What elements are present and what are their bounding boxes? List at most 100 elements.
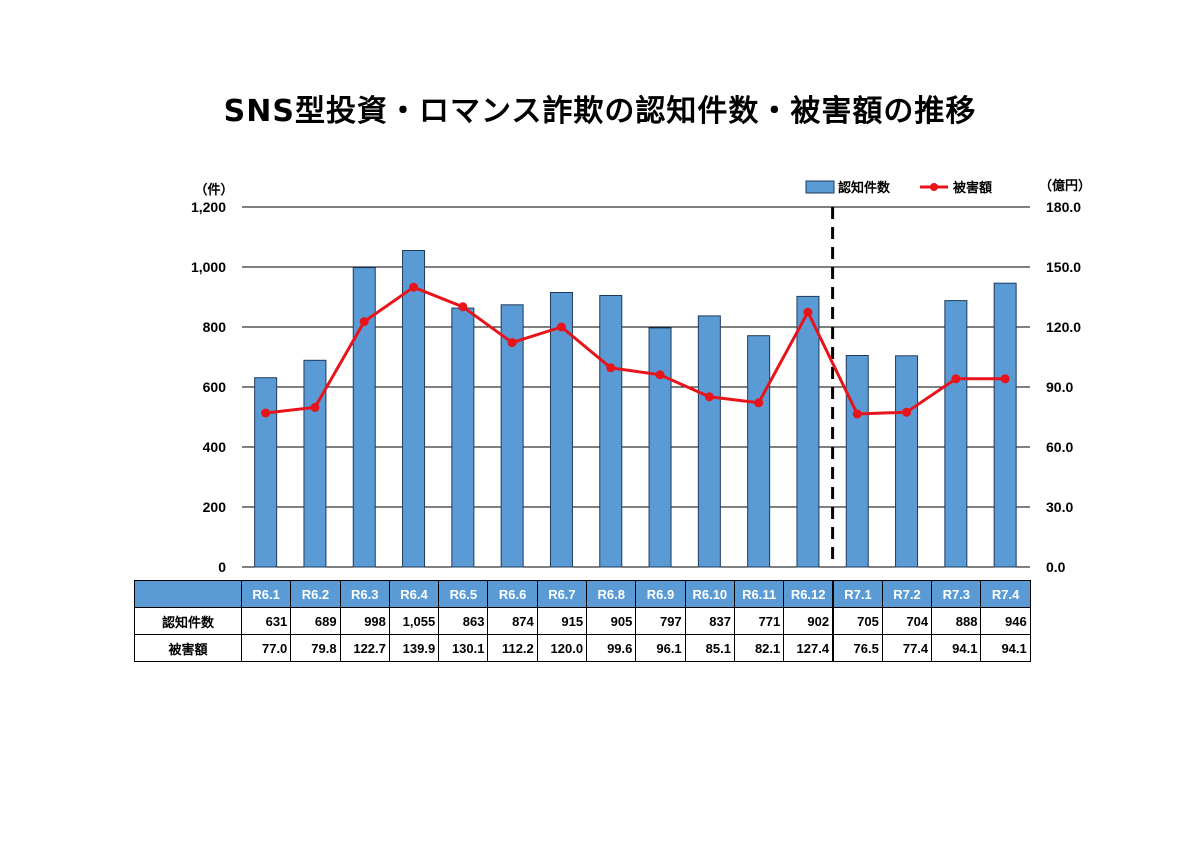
table-count-cell: 863 <box>438 607 489 635</box>
table-damage-cell: 82.1 <box>733 634 785 662</box>
damage-point <box>606 363 616 373</box>
table-row-damage: 被害額 77.0 79.8 122.7 139.9 130.1 112.2 120.0 99.… <box>134 634 1031 662</box>
damage-point <box>754 398 764 408</box>
damage-point <box>310 402 320 412</box>
table-month-cell: R6.11 <box>733 580 785 608</box>
table-month-cell: R6.9 <box>635 580 686 608</box>
table-damage-cell: 99.6 <box>586 634 637 662</box>
bar <box>697 315 721 568</box>
table-count-cell: 797 <box>635 607 686 635</box>
y-right-tick-label: 60.0 <box>1046 439 1073 455</box>
table-month-cell: R6.10 <box>684 580 735 608</box>
row-label-damage: 被害額 <box>134 634 242 662</box>
table-count-cell: 998 <box>339 607 390 635</box>
table-header-row: R6.1 R6.2 R6.3 R6.4 R6.5 R6.6 R6.7 R6.8 R6.9 R6.1… <box>134 580 1031 608</box>
bar <box>303 359 327 568</box>
damage-point <box>556 322 566 332</box>
table-count-cell: 771 <box>733 607 785 635</box>
damage-point <box>359 317 369 327</box>
bar <box>254 377 278 568</box>
damage-point <box>1000 374 1010 384</box>
table-month-cell: R6.7 <box>536 580 588 608</box>
legend-label-damage: 被害額 <box>952 180 992 196</box>
table-month-cell: R6.5 <box>438 580 489 608</box>
table-count-cell: 946 <box>980 607 1031 635</box>
y-left-tick-label: 0 <box>218 559 226 575</box>
bar <box>845 355 869 568</box>
table-damage-cell: 139.9 <box>388 634 440 662</box>
table-damage-cell: 77.4 <box>881 634 933 662</box>
table-month-cell: R6.6 <box>487 580 538 608</box>
damage-point <box>458 302 468 312</box>
chart-title: SNS型投資・ロマンス詐欺の認知件数・被害額の推移 <box>223 94 977 129</box>
bar <box>895 355 919 568</box>
bar <box>549 292 573 568</box>
damage-point <box>852 409 862 419</box>
table-count-cell: 631 <box>240 607 292 635</box>
table-damage-cell: 112.2 <box>487 634 538 662</box>
table-count-cell: 888 <box>931 607 982 635</box>
table-month-cell: R6.4 <box>388 580 440 608</box>
damage-line <box>265 285 1006 416</box>
table-damage-cell: 94.1 <box>980 634 1031 662</box>
table-damage-cell: 120.0 <box>536 634 588 662</box>
y-right-tick-label: 30.0 <box>1046 499 1073 515</box>
damage-point <box>409 282 419 292</box>
table-month-cell: R7.4 <box>980 580 1031 608</box>
bar <box>599 295 623 568</box>
y-right-tick-label: 150.0 <box>1046 259 1081 275</box>
y-left-tick-label: 1,200 <box>191 199 226 215</box>
table-damage-cell: 79.8 <box>290 634 341 662</box>
table-count-cell: 905 <box>586 607 637 635</box>
table-month-cell: R6.1 <box>240 580 292 608</box>
table-count-cell: 874 <box>487 607 538 635</box>
data-table: R6.1 R6.2 R6.3 R6.4 R6.5 R6.6 R6.7 R6.8 R6.9 R6.1… <box>134 580 1031 662</box>
table-count-cell: 689 <box>290 607 341 635</box>
table-damage-cell: 127.4 <box>783 634 834 662</box>
bar <box>944 300 968 568</box>
table-count-cell: 902 <box>783 607 834 635</box>
table-month-cell: R6.3 <box>339 580 390 608</box>
y-left-tick-label: 400 <box>203 439 227 455</box>
legend-swatch-counts <box>805 180 835 194</box>
y-left-tick-label: 1,000 <box>191 259 226 275</box>
y-right-tick-label: 0.0 <box>1046 559 1066 575</box>
table-count-cell: 1,055 <box>388 607 440 635</box>
row-label-counts: 認知件数 <box>134 607 242 635</box>
table-month-cell: R6.12 <box>783 580 834 608</box>
table-damage-cell: 122.7 <box>339 634 390 662</box>
damage-point <box>507 338 517 348</box>
damage-point <box>704 392 714 402</box>
bar <box>648 327 672 568</box>
bar <box>402 250 426 568</box>
table-damage-cell: 77.0 <box>240 634 292 662</box>
table-count-cell: 915 <box>536 607 588 635</box>
table-month-cell: R6.2 <box>290 580 341 608</box>
bar <box>993 282 1017 568</box>
table-count-cell: 704 <box>881 607 933 635</box>
table-count-cell: 837 <box>684 607 735 635</box>
y-right-tick-label: 120.0 <box>1046 319 1081 335</box>
table-damage-cell: 85.1 <box>684 634 735 662</box>
table-damage-cell: 94.1 <box>931 634 982 662</box>
bar <box>747 335 771 568</box>
y-right-tick-label: 90.0 <box>1046 379 1073 395</box>
table-month-cell: R6.8 <box>586 580 637 608</box>
table-damage-cell: 96.1 <box>635 634 686 662</box>
bar <box>796 295 820 568</box>
bar <box>451 307 475 568</box>
legend-label-counts: 認知件数 <box>838 180 891 196</box>
y-left-tick-label: 200 <box>203 499 227 515</box>
damage-point <box>803 307 813 317</box>
y-left-tick-label: 600 <box>203 379 227 395</box>
damage-point <box>655 370 665 380</box>
damage-point <box>261 408 271 418</box>
damage-point <box>951 374 961 384</box>
y-right-tick-label: 180.0 <box>1046 199 1081 215</box>
bar <box>352 267 376 568</box>
y-left-unit-label: （件） <box>194 182 233 198</box>
table-count-cell: 705 <box>832 607 883 635</box>
table-month-cell: R7.1 <box>832 580 883 608</box>
bar <box>500 304 524 568</box>
table-row-counts: 認知件数 631 689 998 1,055 863 874 915 905 797 837 771… <box>134 607 1031 635</box>
